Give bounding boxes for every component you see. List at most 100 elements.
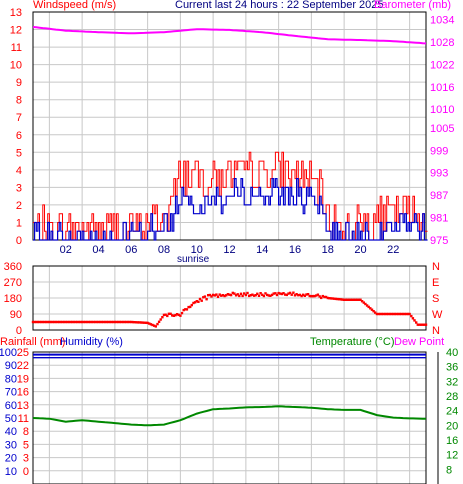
wind-direction-point [177, 313, 180, 317]
y-tick-label-temperature: 40 [446, 347, 458, 359]
wind-direction-point [121, 320, 125, 324]
wind-direction-point [138, 321, 141, 324]
wind-direction-point [329, 297, 333, 300]
wind-direction-point [218, 293, 221, 296]
wind-direction-point [385, 312, 388, 316]
wind-direction-point [369, 307, 372, 310]
y-tick-label-compass: E [432, 277, 439, 289]
wind-direction-point [390, 312, 393, 316]
wind-direction-point [324, 295, 328, 299]
wind-direction-point [172, 314, 175, 317]
wind-direction-point [105, 320, 108, 324]
wind-direction-point [108, 320, 112, 324]
wind-direction-point [374, 311, 377, 314]
wind-direction-point [61, 320, 64, 324]
wind-direction-point [161, 316, 164, 319]
y-tick-label-windspeed: 8 [16, 95, 22, 107]
y-tick-label-temperature: 36 [446, 362, 458, 374]
wind-direction-point [226, 293, 230, 296]
wind-direction-point [62, 320, 66, 324]
wind-direction-point [266, 293, 269, 297]
y-tick-label-rainfall: 22 [17, 360, 29, 372]
wind-direction-point [221, 294, 225, 297]
wind-direction-point [418, 323, 421, 326]
wind-direction-point [131, 320, 135, 324]
wind-direction-point [223, 294, 226, 298]
wind-direction-point [357, 298, 361, 301]
wind-direction-point [424, 323, 428, 326]
wind-direction-point [244, 293, 248, 297]
wind-direction-point [236, 293, 239, 296]
wind-direction-point [413, 319, 416, 322]
wind-direction-point [76, 320, 79, 324]
wind-direction-point [341, 298, 344, 301]
wind-direction-point [243, 292, 246, 295]
wind-direction-point [339, 298, 343, 301]
wind-direction-point [149, 323, 153, 326]
wind-direction-point [135, 321, 138, 324]
wind-direction-point [192, 301, 195, 305]
y-tick-label-windspeed: 7 [16, 112, 22, 124]
wind-direction-point [352, 298, 356, 301]
wind-direction-point [328, 297, 331, 300]
wind-direction-point [241, 294, 244, 298]
wind-direction-point [112, 320, 115, 324]
wind-direction-point [69, 320, 72, 324]
wind-direction-point [264, 292, 267, 295]
wind-direction-point [416, 323, 419, 326]
wind-direction-point [239, 292, 243, 295]
wind-direction-point [270, 293, 274, 297]
wind-direction-point [117, 320, 120, 324]
wind-direction-point [203, 295, 207, 298]
wind-direction-point [48, 320, 51, 324]
wind-direction-point [179, 314, 182, 317]
wind-direction-point [405, 312, 408, 316]
wind-direction-point [274, 292, 277, 295]
wind-direction-point [287, 292, 290, 295]
wind-direction-point [285, 293, 288, 297]
wind-direction-point [310, 295, 313, 298]
wind-direction-point [156, 322, 159, 326]
wind-direction-point [79, 320, 82, 324]
wind-direction-point [347, 298, 351, 301]
y-tick-label-direction: 360 [4, 261, 22, 273]
y-tick-label-temperature: 8 [446, 464, 452, 476]
wind-direction-point [367, 305, 370, 309]
wind-direction-point [41, 320, 44, 324]
y-tick-label-rainfall: 19 [17, 373, 29, 385]
wind-direction-point [349, 298, 352, 301]
y-tick-label-windspeed: 9 [16, 77, 22, 89]
wind-direction-point [377, 312, 380, 316]
wind-direction-point [393, 312, 397, 316]
wind-direction-point [64, 320, 67, 324]
y-tick-label-humidity: 40 [5, 426, 17, 438]
wind-direction-point [225, 294, 228, 297]
wind-direction-point [354, 298, 357, 301]
wind-direction-point [97, 320, 100, 324]
wind-direction-point [388, 312, 392, 316]
wind-direction-point [419, 323, 423, 326]
wind-direction-point [333, 297, 336, 300]
y-tick-label-rainfall: 8 [23, 426, 29, 438]
wind-direction-point [383, 312, 387, 316]
wind-direction-point [351, 298, 354, 301]
wind-direction-point [228, 293, 231, 296]
wind-direction-point [92, 320, 95, 324]
y-tick-label-temperature: 32 [446, 376, 458, 388]
wind-direction-point [216, 295, 220, 298]
wind-direction-point [372, 310, 375, 313]
wind-direction-point [71, 320, 74, 324]
wind-direction-point [162, 313, 166, 317]
wind-direction-point [380, 312, 383, 316]
x-tick-label: 16 [289, 244, 301, 256]
wind-direction-point [321, 294, 324, 298]
wind-direction-point [154, 325, 157, 328]
wind-direction-point [331, 297, 334, 300]
wind-direction-point [182, 308, 185, 312]
wind-direction-point [153, 324, 156, 327]
wind-direction-point [49, 320, 53, 324]
wind-direction-point [259, 292, 262, 295]
header-left-label: Windspeed (m/s) [33, 0, 116, 11]
y-tick-label-temperature: 12 [446, 450, 458, 462]
